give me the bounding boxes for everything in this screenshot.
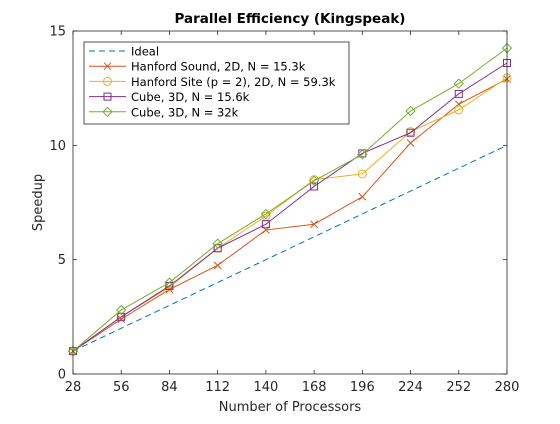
data-point <box>358 192 367 201</box>
y-tick-label: 0 <box>58 368 66 383</box>
legend-item: Cube, 3D, N = 32k <box>89 105 239 119</box>
marker-stroke <box>103 62 112 71</box>
data-point <box>406 128 415 137</box>
data-point <box>308 175 320 186</box>
data-point <box>212 238 223 249</box>
axes-box <box>72 30 508 375</box>
x-tick-label: 56 <box>113 380 130 395</box>
y-tick-label: 10 <box>49 139 66 154</box>
legend-label: Cube, 3D, N = 15.6k <box>131 90 250 104</box>
data-point <box>310 220 318 229</box>
data-point <box>454 105 464 115</box>
data-point <box>405 105 416 117</box>
series-line <box>72 47 508 352</box>
legend-item: Ideal <box>89 45 159 59</box>
series-layer <box>67 42 513 357</box>
data-point <box>357 169 367 179</box>
y-tick-label: 5 <box>58 253 66 268</box>
legend-marker <box>103 76 112 86</box>
x-tick-label: 252 <box>446 380 471 395</box>
legend-item: Cube, 3D, N = 15.6k <box>89 90 250 104</box>
data-point <box>454 89 463 98</box>
x-tick-label: 224 <box>398 380 423 395</box>
series-line <box>72 144 508 352</box>
series-0 <box>72 144 508 352</box>
data-point <box>406 139 415 147</box>
legend-label: Hanford Sound, 2D, N = 15.3k <box>131 60 306 74</box>
data-point <box>357 149 368 160</box>
marker-stroke <box>358 192 367 201</box>
data-point <box>453 78 464 89</box>
x-tick-label: 168 <box>302 380 327 395</box>
series-line <box>72 62 508 352</box>
data-point <box>213 261 222 270</box>
series-4 <box>67 42 513 357</box>
data-point <box>116 304 127 316</box>
legend-label: Ideal <box>131 45 159 59</box>
legend-box <box>83 41 350 125</box>
x-tick-label: 28 <box>65 380 82 395</box>
legend-label: Hanford Site (p = 2), 2D, N = 59.3k <box>131 75 336 89</box>
marker-stroke <box>117 315 126 323</box>
series-line <box>72 78 508 352</box>
marker-stroke <box>406 139 415 147</box>
data-point <box>260 208 272 220</box>
x-tick-label: 140 <box>253 380 278 395</box>
marker-stroke <box>213 261 222 270</box>
data-point <box>117 312 126 321</box>
legend-item: Hanford Site (p = 2), 2D, N = 59.3k <box>89 75 336 89</box>
data-point <box>164 277 175 288</box>
x-tick-label: 280 <box>495 380 520 395</box>
data-point <box>310 182 319 191</box>
x-tick-label: 84 <box>161 380 178 395</box>
legend-marker <box>103 92 112 101</box>
data-point <box>117 315 126 323</box>
axis-ticks: 28 56 84 112 140 168 196 224 252 280 0 5 10 15 <box>49 25 519 396</box>
x-tick-label: 112 <box>205 380 230 395</box>
marker-stroke <box>310 220 318 229</box>
legend-item: Hanford Sound, 2D, N = 15.3k <box>89 60 306 74</box>
x-tick-label: 196 <box>350 380 375 395</box>
y-tick-label: 15 <box>49 25 66 40</box>
y-axis-label: Speedup <box>31 174 46 231</box>
legend-marker <box>102 106 113 118</box>
legend-marker <box>103 62 112 71</box>
series-3 <box>69 59 511 356</box>
chart-title: Parallel Efficiency (Kingspeak) <box>175 11 406 27</box>
legend-label: Cube, 3D, N = 32k <box>131 105 239 119</box>
data-point <box>213 244 222 253</box>
data-point <box>261 220 270 229</box>
x-axis-label: Number of Processors <box>219 400 362 415</box>
